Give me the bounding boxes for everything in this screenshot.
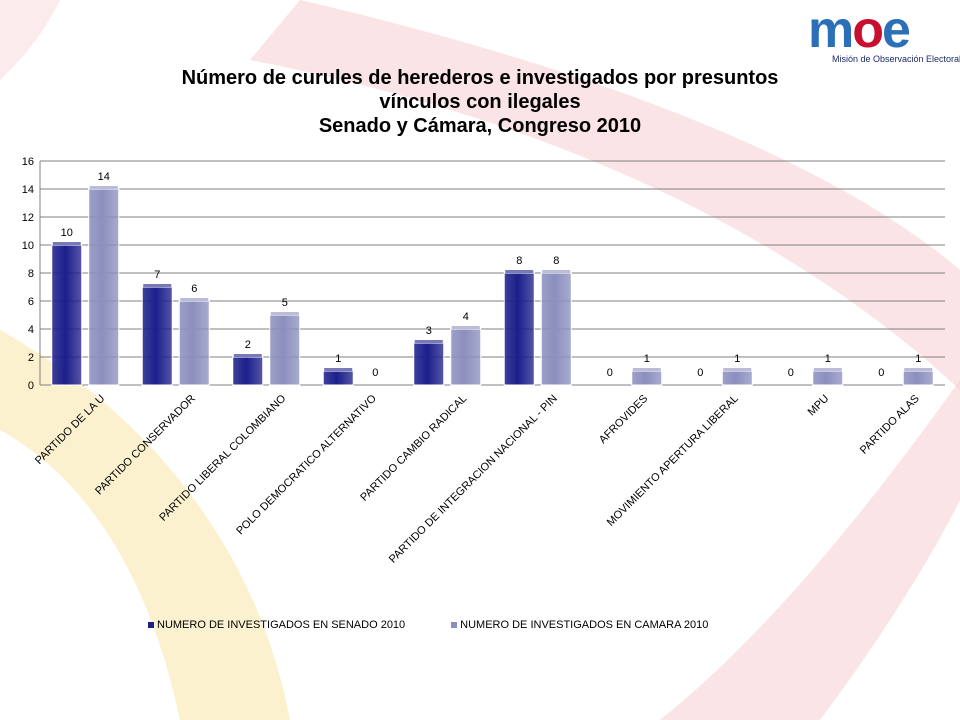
y-tick-label: 2	[28, 352, 34, 364]
legend-item-senado: NUMERO DE INVESTIGADOS EN SENADO 2010	[148, 619, 405, 631]
x-tick-label: MPU	[806, 393, 832, 419]
data-label: 5	[282, 297, 288, 309]
x-tick-label: AFROVIDES	[597, 393, 650, 446]
data-label: 6	[191, 283, 197, 295]
x-tick-label: PARTIDO ALAS	[858, 393, 922, 457]
logo-tagline: Misión de Observación Electoral	[832, 54, 960, 64]
data-label: 8	[553, 255, 559, 267]
chart-legend: NUMERO DE INVESTIGADOS EN SENADO 2010 NU…	[148, 619, 708, 631]
moe-logo: moe Misión de Observación Electoral	[802, 2, 960, 70]
data-label: 1	[734, 353, 740, 365]
bar-top-senado	[414, 340, 443, 343]
data-label: 1	[644, 353, 650, 365]
bar-top-camara	[542, 270, 571, 273]
bar-camara	[178, 300, 210, 386]
title-line-3: Senado y Cámara, Congreso 2010	[318, 115, 642, 137]
legend-item-camara: NUMERO DE INVESTIGADOS EN CAMARA 2010	[451, 619, 708, 631]
data-label: 8	[516, 255, 522, 267]
title-line-2: vínculos con ilegales	[379, 91, 581, 113]
bar-top-senado	[233, 354, 262, 357]
bar-camara	[88, 188, 120, 386]
x-tick-label: PARTIDO CONSERVADOR	[93, 393, 198, 498]
data-label: 1	[825, 353, 831, 365]
x-tick-label: POLO DEMOCRATICO ALTERNATIVO	[234, 392, 379, 537]
bar-camara	[902, 370, 934, 386]
bar-top-senado	[324, 368, 353, 371]
x-tick-label: PARTIDO CAMBIO RADICAL	[358, 393, 469, 504]
y-tick-label: 16	[22, 156, 34, 168]
bar-top-camara	[632, 368, 661, 371]
data-label: 10	[61, 227, 73, 239]
legend-swatch-senado	[148, 622, 154, 628]
y-tick-label: 6	[28, 296, 34, 308]
bar-camara	[540, 272, 572, 386]
y-tick-label: 10	[22, 240, 34, 252]
bar-top-camara	[904, 368, 933, 371]
bar-camara	[450, 328, 482, 386]
bar-camara	[812, 370, 844, 386]
x-tick-label: PARTIDO DE INTEGRACION NACIONAL - PIN	[387, 393, 560, 566]
bar-camara	[721, 370, 753, 386]
bar-senado	[51, 244, 83, 386]
data-label: 2	[245, 339, 251, 351]
data-label: 4	[463, 311, 469, 323]
bar-camara	[631, 370, 663, 386]
y-tick-label: 8	[28, 268, 34, 280]
y-tick-label: 0	[28, 380, 34, 392]
bar-senado	[503, 272, 535, 386]
y-tick-label: 12	[22, 212, 34, 224]
data-label: 0	[788, 367, 794, 379]
bar-senado	[322, 370, 354, 386]
bar-top-camara	[451, 326, 480, 329]
data-label: 1	[335, 353, 341, 365]
bar-top-camara	[813, 368, 842, 371]
y-tick-label: 4	[28, 324, 34, 336]
bar-top-senado	[52, 242, 81, 245]
data-label: 0	[878, 367, 884, 379]
title-line-1: Número de curules de herederos e investi…	[181, 67, 779, 89]
legend-label-senado: NUMERO DE INVESTIGADOS EN SENADO 2010	[157, 619, 406, 631]
x-tick-label: PARTIDO DE LA U	[33, 393, 107, 467]
bar-top-camara	[180, 298, 209, 301]
bar-camara	[269, 314, 301, 386]
legend-swatch-camara	[451, 622, 458, 628]
bar-top-camara	[270, 312, 299, 315]
data-label: 0	[697, 367, 703, 379]
data-label: 3	[426, 325, 432, 337]
bar-senado	[141, 286, 173, 386]
data-label: 7	[154, 269, 160, 281]
y-tick-label: 14	[22, 184, 34, 196]
data-label: 1	[915, 353, 921, 365]
legend-label-camara: NUMERO DE INVESTIGADOS EN CAMARA 2010	[460, 619, 709, 631]
bar-senado	[413, 342, 445, 386]
data-label: 0	[607, 367, 613, 379]
bar-senado	[232, 356, 264, 386]
data-label: 0	[372, 367, 378, 379]
data-label: 14	[98, 171, 110, 183]
bar-top-senado	[143, 284, 172, 287]
logo-wordmark: moe	[808, 1, 911, 59]
bar-top-senado	[505, 270, 534, 273]
bar-top-camara	[89, 186, 118, 189]
bar-top-camara	[723, 368, 752, 371]
chart-title: Número de curules de herederos e investi…	[60, 66, 900, 138]
